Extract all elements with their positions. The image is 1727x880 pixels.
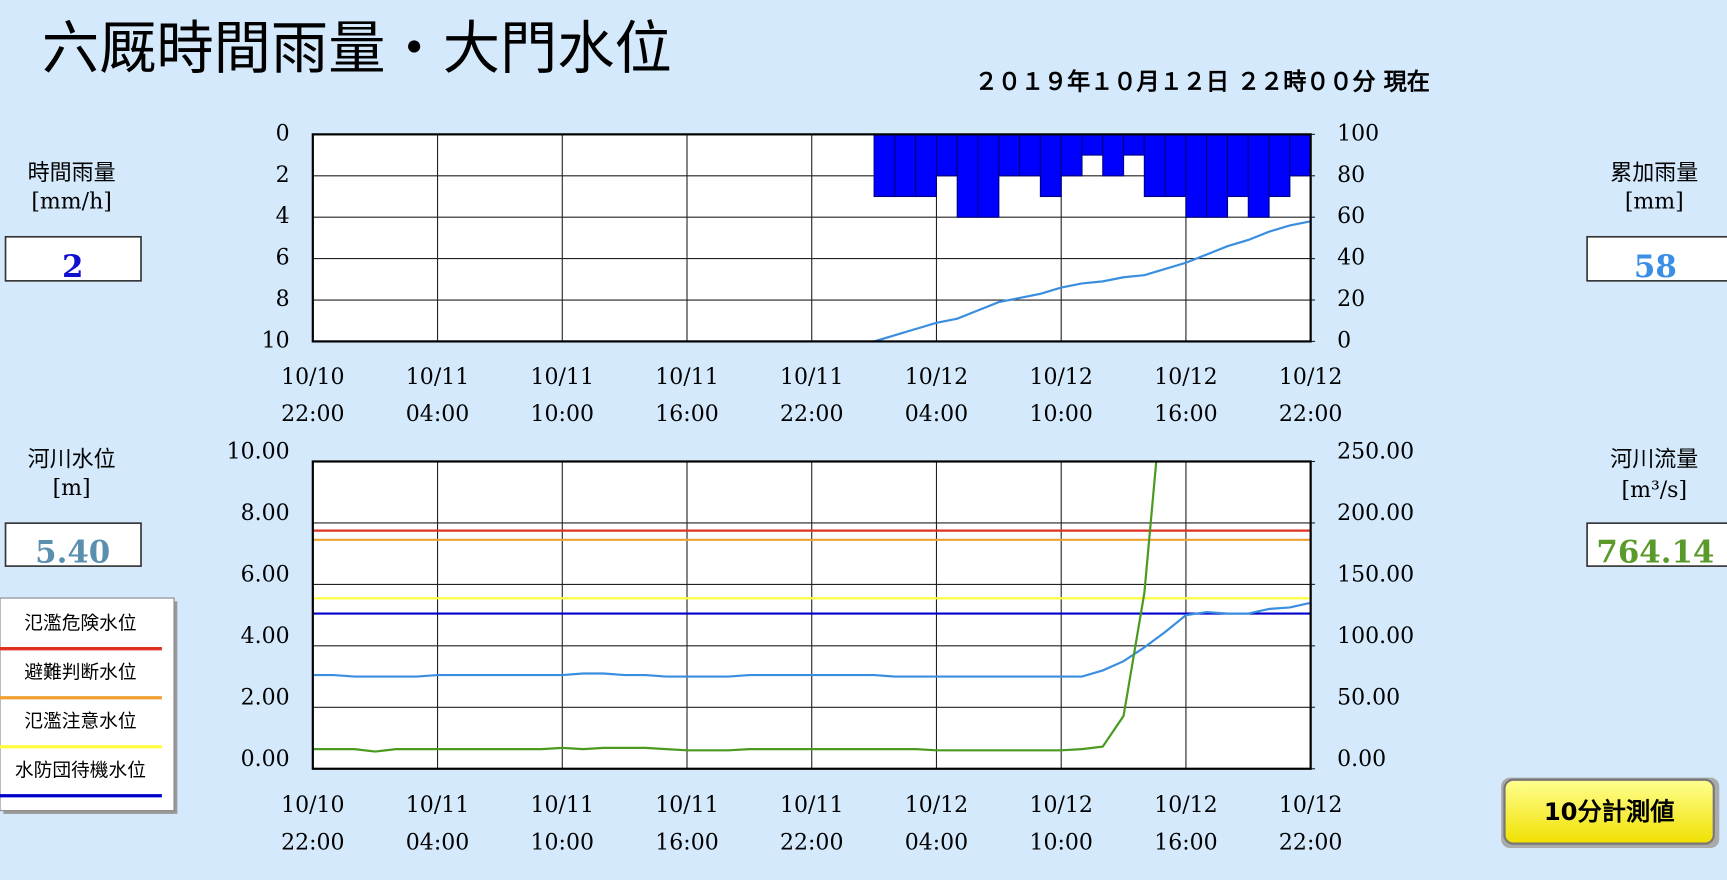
bar <box>1268 134 1291 198</box>
legend <box>0 597 175 812</box>
value-box <box>4 522 142 567</box>
label-unit: [mm/h] <box>31 190 112 215</box>
y2-tick-label: 0 <box>1337 328 1351 353</box>
value-box <box>1586 235 1727 282</box>
y-tick-label: 4 <box>276 204 290 229</box>
x-tick-label: 10/11 04:00 <box>406 793 469 855</box>
x-tick-label: 10/11 04:00 <box>406 365 469 427</box>
button[interactable]: 10分計測値 <box>1501 777 1720 849</box>
button-face[interactable] <box>1503 778 1715 845</box>
y2-tick-label: 60 <box>1337 204 1365 229</box>
y-tick-label: 4.00 <box>241 624 290 649</box>
value: 58 <box>1634 249 1677 285</box>
x-tick-label: 10/12 22:00 <box>1279 793 1342 855</box>
label-unit: [m³/s] <box>1621 478 1687 503</box>
y2-tick-label: 250.00 <box>1337 440 1414 465</box>
y-tick-label: 6 <box>276 246 290 271</box>
x-tick-label: 10/11 10:00 <box>531 793 594 855</box>
bar <box>1039 134 1062 198</box>
bar <box>935 134 958 177</box>
x-tick-label: 10/12 10:00 <box>1029 793 1092 855</box>
y-tick-label: 8 <box>276 287 290 312</box>
bar <box>1185 134 1208 218</box>
y-tick-label: 0 <box>276 121 290 146</box>
y2-tick-label: 80 <box>1337 163 1365 188</box>
legend-label: 水防団待機水位 <box>15 761 146 782</box>
y-tick-label: 2.00 <box>241 685 290 710</box>
x-tick-label: 10/11 22:00 <box>780 365 843 427</box>
x-tick-label: 10/11 22:00 <box>780 793 843 855</box>
bar <box>1123 134 1145 156</box>
bar <box>956 134 979 218</box>
plot-marks <box>312 134 1311 342</box>
y2-tick-label: 50.00 <box>1337 685 1400 710</box>
page-title: 六厩時間雨量・大門水位 <box>42 15 672 82</box>
legend-label: 避難判断水位 <box>24 662 136 683</box>
x-tick-label: 10/12 04:00 <box>905 793 968 855</box>
bar <box>1226 134 1249 198</box>
y-tick-label: 2 <box>276 163 290 188</box>
bar <box>1081 134 1104 156</box>
x-tick-label: 10/11 16:00 <box>655 365 718 427</box>
bar <box>1060 134 1083 177</box>
y-tick-label: 6.00 <box>241 563 290 588</box>
x-tick-label: 10/12 04:00 <box>905 365 968 427</box>
bar <box>1102 134 1125 177</box>
x-tick-label: 10/11 16:00 <box>655 793 718 855</box>
value-box <box>4 235 142 282</box>
bar <box>1143 134 1166 198</box>
y2-tick-label: 0.00 <box>1337 747 1386 772</box>
bar <box>894 134 917 198</box>
data-line <box>312 461 1158 753</box>
bar <box>1206 134 1229 218</box>
x-tick-label: 10/12 16:00 <box>1154 365 1217 427</box>
y2-tick-label: 100.00 <box>1337 624 1414 649</box>
y2-tick-label: 150.00 <box>1337 563 1414 588</box>
y-tick-label: 10.00 <box>227 440 290 465</box>
x-tick-label: 10/10 22:00 <box>281 793 344 855</box>
value-box <box>1586 522 1727 567</box>
value: 764.14 <box>1596 534 1714 570</box>
label: 河川流量 <box>1610 447 1698 472</box>
y-tick-label: 0.00 <box>241 747 290 772</box>
bar <box>1164 134 1187 198</box>
button-label[interactable]: 10分計測値 <box>1544 798 1675 826</box>
label: 時間雨量 <box>28 161 116 186</box>
y-tick-label: 10 <box>262 328 290 353</box>
y2-tick-label: 40 <box>1337 246 1365 271</box>
plot-frame <box>311 460 1312 770</box>
bar <box>1019 134 1041 177</box>
timestamp: ２０１９年１０月１２日 ２２時００分 現在 <box>975 69 1430 96</box>
plot-marks <box>312 461 1311 753</box>
label-unit: [mm] <box>1625 190 1684 215</box>
y-tick-label: 8.00 <box>241 501 290 526</box>
bar <box>977 134 1000 218</box>
legend-label: 氾濫危険水位 <box>24 613 136 634</box>
y2-tick-label: 200.00 <box>1337 501 1414 526</box>
data-line <box>312 220 1311 342</box>
value: 2 <box>62 249 83 285</box>
legend-label: 氾濫注意水位 <box>24 712 136 733</box>
x-tick-label: 10/11 10:00 <box>531 365 594 427</box>
x-tick-label: 10/12 10:00 <box>1029 365 1092 427</box>
y2-tick-label: 100 <box>1337 121 1379 146</box>
bar <box>1289 134 1311 177</box>
bar <box>915 134 938 198</box>
x-tick-label: 10/12 16:00 <box>1154 793 1217 855</box>
label: 累加雨量 <box>1610 161 1698 186</box>
bar <box>998 134 1021 177</box>
value: 5.40 <box>35 534 110 570</box>
plot-frame <box>311 133 1312 343</box>
label: 河川水位 <box>28 447 116 472</box>
label-unit: [m] <box>53 476 91 501</box>
x-tick-label: 10/12 22:00 <box>1279 365 1342 427</box>
bar <box>873 134 896 198</box>
x-tick-label: 10/10 22:00 <box>281 365 344 427</box>
y2-tick-label: 20 <box>1337 287 1365 312</box>
bar <box>1247 134 1270 218</box>
data-line <box>312 601 1311 678</box>
